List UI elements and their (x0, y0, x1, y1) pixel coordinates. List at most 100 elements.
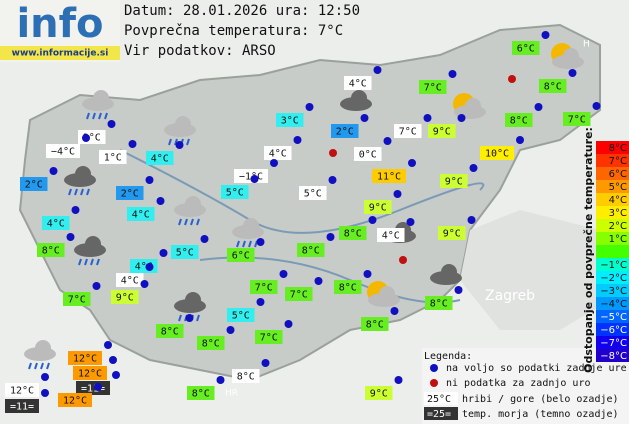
scale-cell (596, 154, 629, 167)
scale-label: −6°C (600, 325, 627, 336)
legend-swatch (424, 392, 458, 405)
map-label: HR (225, 389, 238, 399)
station-temp: 8°C (302, 246, 320, 257)
cloud-icon (75, 166, 91, 182)
cloud-icon (85, 236, 101, 252)
station-temp: 4°C (349, 79, 367, 90)
rain-icon (84, 258, 88, 266)
station-temp: 12°C (63, 396, 87, 407)
rain-icon (184, 218, 188, 226)
rain-icon (248, 240, 252, 248)
rain-icon (46, 362, 50, 370)
station-dot (314, 277, 323, 285)
scale-title: Odstopanje od povprečne temperature: (582, 127, 595, 373)
station-dot (457, 114, 466, 122)
legend-item: temp. morja (temno ozadje) (462, 409, 619, 420)
rain-icon (34, 362, 38, 370)
station-temp: 8°C (42, 246, 60, 257)
station-temp: =11= (81, 384, 105, 395)
cloud-icon (563, 48, 579, 64)
rain-icon (86, 112, 90, 120)
rain-icon (96, 258, 100, 266)
station-dot (41, 373, 49, 381)
station-dot (270, 159, 278, 167)
station-temp: 2°C (83, 133, 101, 144)
rain-icon (242, 240, 246, 248)
station-box (264, 146, 292, 160)
cloud-icon (441, 264, 457, 280)
scale-label: −8°C (600, 351, 627, 362)
station-temp: −4°C (51, 147, 75, 158)
station-temp: 8°C (344, 229, 362, 240)
station-dot (250, 175, 259, 183)
cloud-icon (185, 196, 201, 212)
station-temp: 9°C (443, 229, 461, 240)
cloud-icon (465, 98, 481, 114)
scale-label: −4°C (600, 299, 627, 310)
station-box (68, 351, 102, 365)
legend-swatch (424, 407, 458, 420)
url-box (0, 46, 120, 60)
station-dot (41, 389, 49, 397)
station-temp: 12°C (10, 386, 34, 397)
station-box (364, 200, 392, 214)
station-temp: 6°C (232, 251, 250, 262)
station-temp: 8°C (237, 372, 255, 383)
station-temp: 9°C (116, 293, 134, 304)
station-box (377, 228, 405, 242)
station-box (394, 124, 422, 138)
station-dot (256, 298, 265, 306)
station-box (197, 336, 225, 350)
station-temp: 5°C (232, 311, 250, 322)
station-dot (145, 263, 154, 271)
station-temp: 8°C (192, 389, 210, 400)
station-dot (406, 218, 415, 226)
rain-icon (174, 138, 178, 146)
station-temp: 4°C (47, 219, 65, 230)
station-box (227, 248, 255, 262)
station-temp: 12°C (78, 369, 102, 380)
scale-label: −2°C (600, 273, 627, 284)
station-temp: 1°C (104, 153, 122, 164)
scale-label: 8°C (609, 143, 627, 154)
scale-label: 6°C (609, 169, 627, 180)
station-box (425, 296, 453, 310)
station-temp: 3°C (281, 116, 299, 127)
scale-label: 7°C (609, 156, 627, 167)
station-dot (185, 314, 194, 322)
legend-title: Legenda: (424, 351, 472, 362)
legend-dot (430, 364, 438, 372)
cloud-icon (185, 292, 201, 308)
rain-icon (196, 218, 200, 226)
station-box (76, 381, 110, 395)
station-box (299, 186, 327, 200)
station-temp: 9°C (369, 203, 387, 214)
station-temp: 5°C (176, 248, 194, 259)
station-temp: 12°C (73, 354, 97, 365)
scale-cell (596, 323, 629, 336)
station-box (146, 151, 174, 165)
station-temp: 8°C (544, 82, 562, 93)
station-box (276, 113, 304, 127)
scale-label: −7°C (600, 338, 627, 349)
station-temp: 7°C (255, 283, 273, 294)
scale-label: −3°C (600, 286, 627, 297)
station-temp: 4°C (382, 231, 400, 242)
station-box (440, 174, 468, 188)
station-box (20, 177, 48, 191)
station-dot (112, 371, 120, 379)
scale-cell (596, 180, 629, 193)
station-temp: 7°C (568, 115, 586, 126)
station-dot (175, 141, 184, 149)
rain-icon (178, 314, 182, 322)
scale-cell (596, 232, 629, 245)
station-box (438, 226, 466, 240)
station-box (234, 169, 268, 183)
source: Vir podatkov: ARSO (124, 43, 276, 59)
station-dot (66, 233, 75, 241)
station-temp: 9°C (370, 389, 388, 400)
station-dot (534, 103, 543, 111)
scale-cell (596, 310, 629, 323)
station-temp: 8°C (510, 116, 528, 127)
